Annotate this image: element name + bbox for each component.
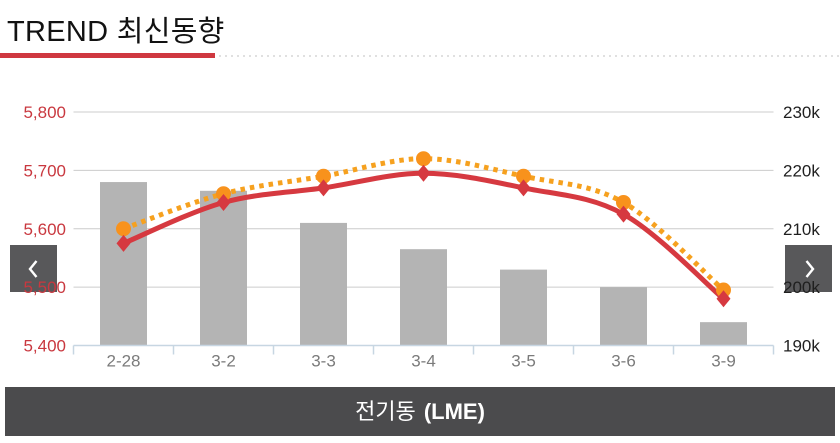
right-axis-tick-label: 220k	[783, 161, 820, 180]
circle-marker	[416, 151, 431, 167]
circle-marker	[216, 186, 231, 202]
x-axis-category-label: 3-6	[611, 352, 636, 371]
x-axis-category-label: 3-2	[211, 352, 236, 371]
right-axis-tick-label: 190k	[783, 337, 820, 356]
left-axis-tick-label: 5,800	[23, 103, 66, 122]
prev-button[interactable]	[10, 245, 57, 292]
series-name: 전기동	[355, 399, 416, 424]
bar	[200, 190, 247, 346]
diamond-marker	[216, 193, 231, 211]
chevron-right-icon	[805, 259, 815, 278]
next-button[interactable]	[785, 245, 832, 292]
title-underline-accent	[0, 53, 215, 58]
diamond-marker	[316, 179, 331, 197]
diamond-marker	[416, 164, 431, 182]
right-axis-tick-label: 210k	[783, 220, 820, 239]
bar	[600, 287, 647, 346]
x-axis-category-label: 3-4	[411, 352, 436, 371]
orange-dotted-line	[122, 156, 726, 292]
red-solid-line	[122, 170, 726, 301]
page-title: TREND 최신동향	[7, 16, 225, 48]
diamond-marker	[116, 234, 131, 252]
diamond-marker	[616, 205, 631, 223]
x-axis-category-label: 3-9	[711, 352, 736, 371]
right-axis-tick-label: 230k	[783, 103, 820, 122]
circle-marker	[116, 221, 131, 237]
diamond-marker	[716, 290, 731, 308]
chart-area: 5,800 230k 5,700 220k 5,600 210k 5,500 200k 5,40…	[0, 88, 840, 378]
diamond-marker	[516, 179, 531, 197]
circle-marker	[316, 168, 331, 184]
x-axis-category-label: 3-5	[511, 352, 536, 371]
circle-marker	[716, 282, 731, 298]
chart-series-banner: 전기동 (LME)	[5, 387, 835, 436]
bar	[700, 322, 747, 346]
bar	[300, 222, 347, 346]
left-axis-tick-label: 5,700	[23, 161, 66, 180]
left-axis-tick-label: 5,400	[23, 337, 66, 356]
title-underline-dots	[219, 55, 840, 57]
bar	[100, 182, 147, 346]
circle-marker	[516, 168, 531, 184]
left-axis-tick-label: 5,600	[23, 220, 66, 239]
chevron-left-icon	[27, 259, 37, 278]
circle-marker	[616, 194, 631, 210]
x-axis-category-label: 3-3	[311, 352, 336, 371]
x-axis-category-label: 2-28	[106, 352, 140, 371]
bar	[400, 249, 447, 346]
series-name-suffix: (LME)	[423, 399, 485, 424]
bar	[500, 269, 547, 346]
